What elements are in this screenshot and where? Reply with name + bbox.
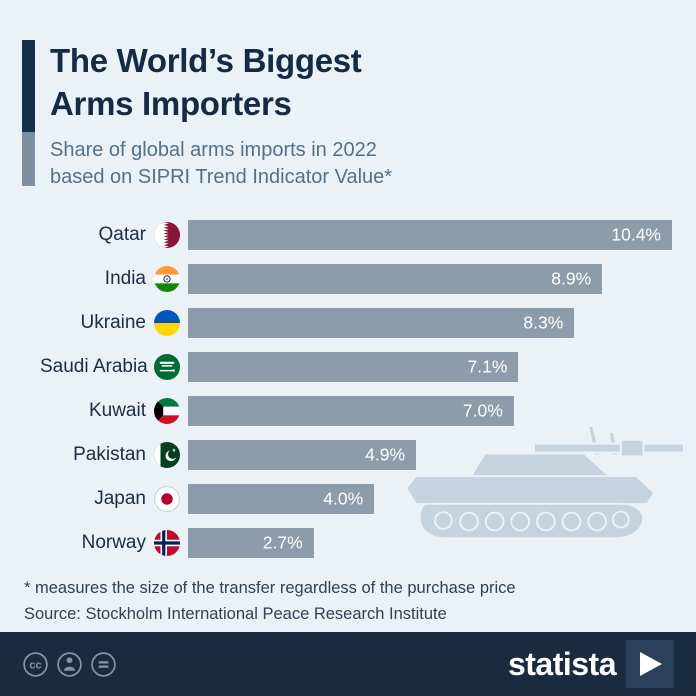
bar-track: 8.3% <box>188 307 672 338</box>
page-title: The World’s Biggest Arms Importers <box>50 40 672 126</box>
bar-track: 2.7% <box>188 527 672 558</box>
japan-flag-icon <box>154 485 180 512</box>
header-text: The World’s Biggest Arms Importers Share … <box>50 40 672 192</box>
bar-track: 10.4% <box>188 219 672 250</box>
value-label: 10.4% <box>611 224 661 245</box>
bar-japan: 4.0% <box>188 483 375 514</box>
subtitle-line-1: Share of global arms imports in 2022 <box>50 138 377 161</box>
country-label: India <box>104 267 146 289</box>
bar-chart: Qatar 10.4% India 8.9% Ukraine 8.3% Saudi Arab… <box>0 213 696 565</box>
bar-track: 4.0% <box>188 483 672 514</box>
title-line-1: The World’s Biggest <box>50 42 362 79</box>
bar-track: 7.1% <box>188 351 672 382</box>
norway-flag-icon <box>154 529 180 556</box>
chart-row: Pakistan 4.9% <box>40 433 672 477</box>
ukraine-flag-icon <box>154 309 180 336</box>
subtitle-line-2: based on SIPRI Trend Indicator Value* <box>50 166 393 189</box>
value-label: 8.9% <box>551 268 592 289</box>
country-label: Saudi Arabia <box>40 355 148 377</box>
tank-illustration-icon <box>386 421 692 564</box>
accent-bar-top <box>22 40 35 132</box>
footer-bar: cc statista <box>0 632 696 696</box>
qatar-flag-icon <box>154 221 180 248</box>
bar-india: 8.9% <box>188 263 603 294</box>
bar-track: 7.0% <box>188 395 672 426</box>
country-label: Ukraine <box>80 311 146 333</box>
bar-track: 4.9% <box>188 439 672 470</box>
value-label: 7.1% <box>467 356 508 377</box>
source: Source: Stockholm International Peace Re… <box>24 604 447 623</box>
india-flag-icon <box>154 265 180 292</box>
title-accent-bar <box>22 40 35 192</box>
chart-row: Qatar 10.4% <box>40 213 672 257</box>
license-icons: cc <box>22 651 117 678</box>
country-label: Kuwait <box>88 399 146 421</box>
chart-row: Japan 4.0% <box>40 477 672 521</box>
bar-pakistan: 4.9% <box>188 439 417 470</box>
chart-row: Saudi Arabia 7.1% <box>40 345 672 389</box>
country-label: Japan <box>94 487 146 509</box>
title-line-2: Arms Importers <box>50 84 292 122</box>
country-label: Norway <box>81 531 146 553</box>
value-label: 2.7% <box>262 532 303 553</box>
value-label: 4.9% <box>365 444 406 465</box>
cc-icon[interactable]: cc <box>22 651 49 678</box>
bar-norway: 2.7% <box>188 527 314 558</box>
value-label: 7.0% <box>462 400 503 421</box>
chart-row: Ukraine 8.3% <box>40 301 672 345</box>
statista-brand[interactable]: statista <box>508 640 674 688</box>
footnote: * measures the size of the transfer rega… <box>24 578 516 597</box>
chart-row: Norway 2.7% <box>40 521 672 565</box>
chart-subtitle: Share of global arms imports in 2022 base… <box>50 137 672 192</box>
value-label: 4.0% <box>323 488 364 509</box>
pakistan-flag-icon <box>154 441 180 468</box>
saudi-arabia-flag-icon <box>154 353 180 380</box>
statista-logo-icon <box>626 640 674 688</box>
country-label: Qatar <box>98 223 146 245</box>
bar-saudi-arabia: 7.1% <box>188 351 519 382</box>
svg-text:cc: cc <box>29 659 41 671</box>
kuwait-flag-icon <box>154 397 180 424</box>
bar-ukraine: 8.3% <box>188 307 575 338</box>
chart-rows: Qatar 10.4% India 8.9% Ukraine 8.3% Saudi Arab… <box>0 213 696 565</box>
notes: * measures the size of the transfer rega… <box>24 579 672 624</box>
statista-wordmark: statista <box>507 646 617 682</box>
accent-bar-bottom <box>22 132 35 186</box>
country-label: Pakistan <box>73 443 146 465</box>
header: The World’s Biggest Arms Importers Share … <box>0 0 696 192</box>
bar-kuwait: 7.0% <box>188 395 514 426</box>
attribution-person-icon[interactable] <box>56 651 83 678</box>
value-label: 8.3% <box>523 312 564 333</box>
bar-qatar: 10.4% <box>188 219 672 250</box>
chart-row: Kuwait 7.0% <box>40 389 672 433</box>
chart-row: India 8.9% <box>40 257 672 301</box>
equals-icon[interactable] <box>90 651 117 678</box>
bar-track: 8.9% <box>188 263 672 294</box>
